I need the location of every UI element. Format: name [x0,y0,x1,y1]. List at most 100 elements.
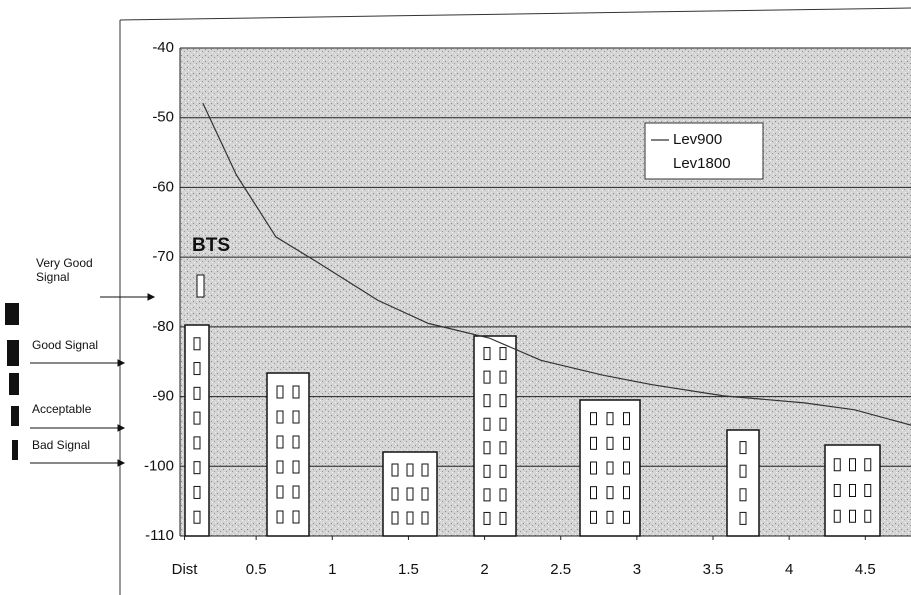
window [484,512,490,524]
window [591,413,597,425]
window [194,511,200,523]
frame [120,8,911,20]
window [484,348,490,360]
window [277,461,283,473]
legend-label: Lev1800 [673,155,731,172]
window [740,489,746,501]
window [392,464,398,476]
window [834,510,840,522]
y-tick-label: -80 [152,318,174,335]
window [293,461,299,473]
y-tick-label: -70 [152,248,174,265]
window [293,386,299,398]
window [392,512,398,524]
legend-label: Lev900 [673,131,722,148]
x-tick-label: 2.5 [550,561,571,578]
window [624,511,630,523]
window [293,511,299,523]
y-tick-label: -40 [152,39,174,56]
annotation: Very Good Signal [36,256,122,284]
window [484,465,490,477]
window [624,462,630,474]
chart: BTS -110-100-90-80-70-60-50-40Dist0.511.… [0,0,911,595]
signal-block [5,303,19,325]
window [194,363,200,375]
window [277,511,283,523]
x-tick-label: 2 [480,561,488,578]
y-tick-label: -110 [145,527,174,544]
signal-block [12,440,18,460]
window [607,437,613,449]
window [194,338,200,350]
window [500,489,506,501]
y-tick-label: -90 [152,388,174,405]
window [484,442,490,454]
signal-block [7,340,19,366]
window [194,437,200,449]
antenna [197,275,204,297]
building [267,373,309,536]
window [607,462,613,474]
window [850,485,856,497]
building [474,336,516,536]
window [277,411,283,423]
window [740,442,746,454]
window [624,413,630,425]
window [194,387,200,399]
signal-block [11,406,19,426]
window [591,462,597,474]
window [277,386,283,398]
window [607,487,613,499]
window [591,511,597,523]
window [865,510,871,522]
x-tick-label: 4 [785,561,793,578]
window [740,512,746,524]
window [500,418,506,430]
x-tick-label: 1.5 [398,561,419,578]
window [422,488,428,500]
window [277,486,283,498]
window [407,464,413,476]
window [591,487,597,499]
signal-block [9,373,19,395]
window [740,465,746,477]
window [500,371,506,383]
window [194,462,200,474]
window [607,413,613,425]
annotation: Bad Signal [32,438,118,452]
window [277,436,283,448]
bts-label: BTS [192,235,230,256]
y-tick-label: -60 [152,178,174,195]
window [607,511,613,523]
window [407,488,413,500]
page: BTS -110-100-90-80-70-60-50-40Dist0.511.… [0,0,911,595]
window [484,371,490,383]
annotation: Acceptable [32,402,118,416]
window [293,486,299,498]
x-tick-label: 0.5 [246,561,267,578]
window [500,348,506,360]
window [834,459,840,471]
window [624,437,630,449]
window [500,395,506,407]
window [392,488,398,500]
window [422,464,428,476]
window [624,487,630,499]
x-tick-label: 3 [633,561,641,578]
window [500,465,506,477]
window [293,436,299,448]
window [850,510,856,522]
window [500,442,506,454]
window [194,412,200,424]
window [865,485,871,497]
window [865,459,871,471]
window [834,485,840,497]
window [194,486,200,498]
x-tick-label: 3.5 [703,561,724,578]
x-tick-label: 1 [328,561,336,578]
window [500,512,506,524]
y-tick-label: -100 [144,457,174,474]
window [484,418,490,430]
window [850,459,856,471]
annotation: Good Signal [32,338,118,352]
